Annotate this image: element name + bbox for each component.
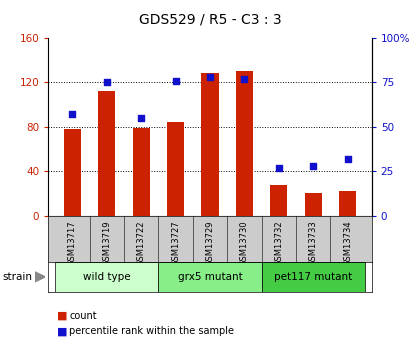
- Point: [138, 115, 144, 121]
- Bar: [304, 194, 322, 216]
- Text: GSM13730: GSM13730: [240, 220, 249, 266]
- Text: pet117 mutant: pet117 mutant: [274, 272, 352, 282]
- Point: [344, 156, 351, 161]
- Bar: [167, 122, 184, 216]
- Text: percentile rank within the sample: percentile rank within the sample: [69, 326, 234, 336]
- Point: [103, 80, 110, 85]
- Bar: [98, 91, 116, 216]
- Bar: [158, 262, 262, 292]
- Text: wild type: wild type: [83, 272, 131, 282]
- Bar: [270, 185, 287, 216]
- Text: ■: ■: [57, 326, 67, 336]
- Text: GSM13734: GSM13734: [343, 220, 352, 266]
- Point: [241, 76, 248, 81]
- Text: GSM13733: GSM13733: [309, 220, 318, 266]
- Point: [172, 78, 179, 83]
- Point: [276, 165, 282, 170]
- Text: strain: strain: [2, 272, 32, 282]
- Text: GSM13729: GSM13729: [205, 220, 215, 266]
- Text: grx5 mutant: grx5 mutant: [178, 272, 242, 282]
- Text: count: count: [69, 311, 97, 321]
- Bar: [339, 191, 356, 216]
- Polygon shape: [35, 272, 45, 282]
- Text: GSM13719: GSM13719: [102, 220, 111, 266]
- Text: GDS529 / R5 - C3 : 3: GDS529 / R5 - C3 : 3: [139, 12, 281, 26]
- Point: [69, 111, 76, 117]
- Text: GSM13732: GSM13732: [274, 220, 284, 266]
- Bar: [202, 73, 218, 216]
- Text: ■: ■: [57, 311, 67, 321]
- Bar: [55, 262, 158, 292]
- Bar: [64, 129, 81, 216]
- Text: GSM13722: GSM13722: [136, 220, 146, 266]
- Point: [207, 74, 213, 80]
- Point: [310, 163, 317, 169]
- Bar: [236, 71, 253, 216]
- Bar: [262, 262, 365, 292]
- Bar: [133, 128, 150, 216]
- Text: GSM13717: GSM13717: [68, 220, 77, 266]
- Text: GSM13727: GSM13727: [171, 220, 180, 266]
